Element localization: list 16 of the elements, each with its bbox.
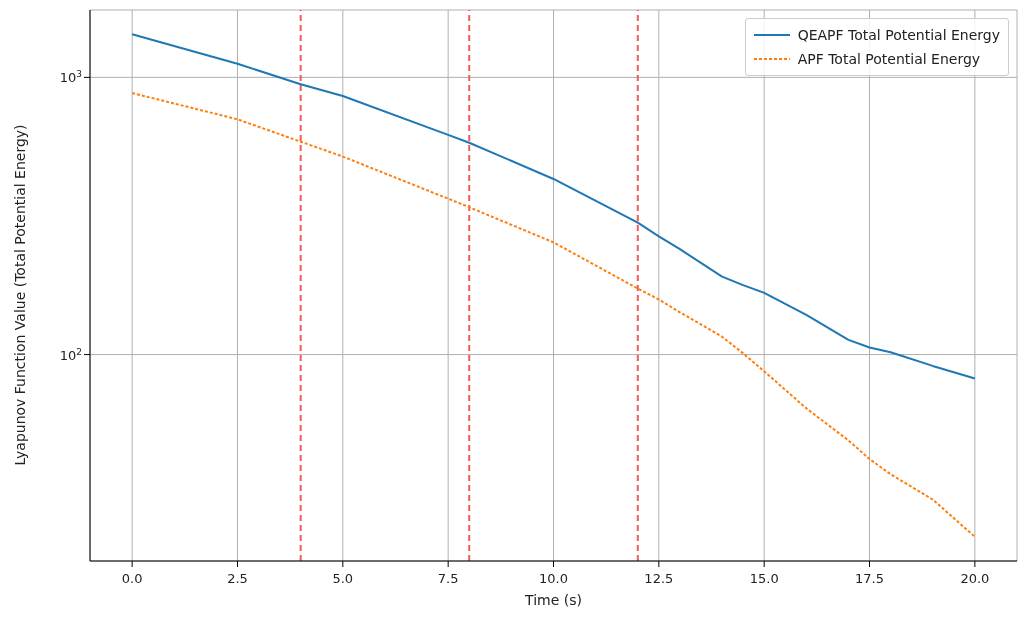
x-tick-label: 20.0: [960, 571, 990, 586]
x-tick-label: 10.0: [539, 571, 568, 586]
x-tick-label: 5.0: [332, 571, 354, 586]
x-tick-label: 12.5: [644, 571, 674, 586]
line-series: [131, 92, 976, 538]
x-tick-label: 17.5: [855, 571, 884, 586]
x-axis-title: Time (s): [524, 592, 582, 608]
y-tick-label: 10$^{2}$: [59, 346, 82, 363]
x-tick-label: 7.5: [437, 571, 459, 586]
y-axis-title: Lyapunov Function Value (Total Potential Energy): [11, 124, 28, 466]
legend-label: APF Total Potential Energy: [796, 50, 982, 69]
x-tick-label: 15.0: [749, 571, 779, 586]
y-tick-label: 10$^{3}$: [59, 69, 82, 86]
legend-label: QEAPF Total Potential Energy: [796, 26, 1000, 45]
x-tick-label: 2.5: [227, 571, 248, 586]
x-tick-label: 0.0: [121, 571, 143, 586]
